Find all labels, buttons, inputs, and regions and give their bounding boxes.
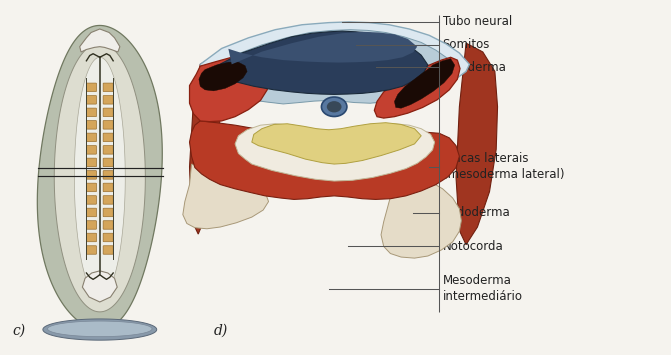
Text: Notocorda: Notocorda (443, 240, 503, 253)
FancyBboxPatch shape (103, 171, 113, 179)
FancyBboxPatch shape (103, 133, 113, 142)
FancyBboxPatch shape (103, 158, 113, 166)
Polygon shape (48, 321, 152, 337)
FancyBboxPatch shape (87, 95, 97, 104)
FancyBboxPatch shape (103, 146, 113, 154)
Polygon shape (228, 32, 417, 64)
Polygon shape (54, 43, 146, 312)
Text: d): d) (213, 323, 228, 337)
FancyBboxPatch shape (87, 108, 97, 116)
FancyBboxPatch shape (103, 208, 113, 217)
Polygon shape (395, 59, 455, 108)
Polygon shape (74, 57, 125, 298)
Polygon shape (213, 31, 428, 94)
FancyBboxPatch shape (87, 171, 97, 179)
FancyBboxPatch shape (87, 183, 97, 192)
FancyBboxPatch shape (87, 158, 97, 166)
Text: Ectoderma: Ectoderma (443, 61, 507, 74)
Polygon shape (183, 164, 268, 229)
FancyBboxPatch shape (103, 95, 113, 104)
FancyBboxPatch shape (87, 246, 97, 254)
Polygon shape (189, 121, 460, 200)
Ellipse shape (321, 97, 347, 116)
Polygon shape (211, 30, 456, 104)
FancyBboxPatch shape (87, 233, 97, 242)
Polygon shape (374, 57, 460, 118)
Polygon shape (200, 22, 470, 103)
Polygon shape (235, 124, 435, 181)
Polygon shape (80, 29, 120, 52)
FancyBboxPatch shape (87, 83, 97, 92)
Polygon shape (252, 123, 421, 164)
FancyBboxPatch shape (87, 121, 97, 129)
Polygon shape (381, 170, 462, 258)
FancyBboxPatch shape (103, 221, 113, 229)
Polygon shape (189, 57, 220, 234)
Polygon shape (43, 319, 157, 340)
Text: Somitos: Somitos (443, 38, 490, 51)
FancyBboxPatch shape (103, 83, 113, 92)
Polygon shape (83, 271, 117, 302)
Text: Placas laterais
(mesoderma lateral): Placas laterais (mesoderma lateral) (443, 152, 564, 181)
FancyBboxPatch shape (87, 221, 97, 229)
FancyBboxPatch shape (103, 183, 113, 192)
Text: c): c) (13, 323, 26, 337)
Text: Endoderma: Endoderma (443, 206, 511, 219)
FancyBboxPatch shape (87, 196, 97, 204)
FancyBboxPatch shape (87, 208, 97, 217)
FancyBboxPatch shape (103, 246, 113, 254)
FancyBboxPatch shape (103, 196, 113, 204)
Polygon shape (199, 62, 247, 91)
Polygon shape (38, 26, 162, 329)
Text: Tubo neural: Tubo neural (443, 15, 512, 28)
Ellipse shape (327, 101, 342, 113)
Text: Mesoderma
intermediário: Mesoderma intermediário (443, 274, 523, 304)
Polygon shape (456, 43, 497, 245)
FancyBboxPatch shape (103, 121, 113, 129)
FancyBboxPatch shape (87, 133, 97, 142)
Polygon shape (189, 57, 268, 122)
FancyBboxPatch shape (103, 108, 113, 116)
FancyBboxPatch shape (103, 233, 113, 242)
FancyBboxPatch shape (87, 146, 97, 154)
